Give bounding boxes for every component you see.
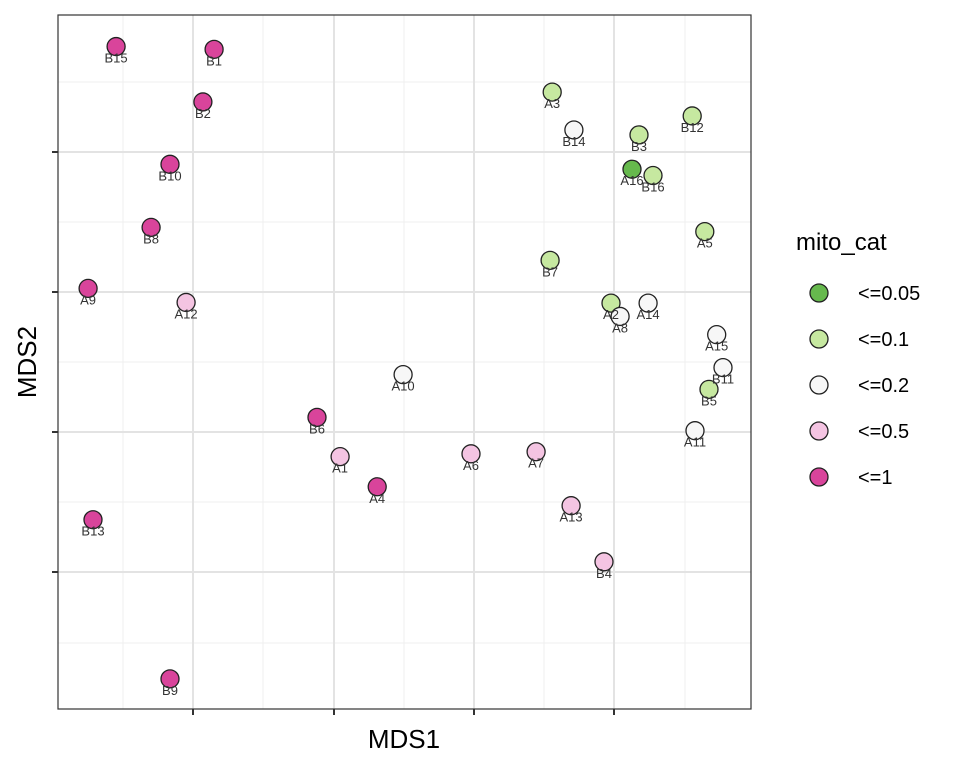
point-label-A13: A13 xyxy=(560,510,583,525)
data-point-A16 xyxy=(622,159,642,179)
grid-lines xyxy=(58,15,751,709)
point-label-A9: A9 xyxy=(80,292,96,307)
point-label-A1: A1 xyxy=(332,461,348,476)
data-point-B2 xyxy=(193,92,213,112)
data-point-B14 xyxy=(564,120,584,140)
point-label-B10: B10 xyxy=(158,168,181,183)
data-point-B13 xyxy=(83,510,103,530)
legend-key-4 xyxy=(809,467,829,487)
point-label-A7: A7 xyxy=(528,456,544,471)
data-point-B16 xyxy=(643,165,663,186)
legend: mito_cat <=0.05 <=0.1 <=0.2 <=0.5 <=1 xyxy=(796,229,920,489)
point-label-A2: A2 xyxy=(603,307,619,322)
data-point-B4 xyxy=(594,552,614,572)
panel-border xyxy=(57,14,752,710)
data-point-A6 xyxy=(461,444,481,464)
point-label-B15: B15 xyxy=(105,51,128,66)
data-point-A8 xyxy=(610,306,630,327)
point-label-B7: B7 xyxy=(542,264,558,279)
legend-title: mito_cat xyxy=(796,229,887,256)
point-label-B14: B14 xyxy=(562,134,585,149)
data-point-A14 xyxy=(638,293,658,313)
point-label-A16: A16 xyxy=(620,173,643,188)
point-label-B6: B6 xyxy=(309,421,325,436)
point-label-B8: B8 xyxy=(143,231,159,246)
point-label-B13: B13 xyxy=(81,524,104,539)
x-axis-title: MDS1 xyxy=(368,724,440,754)
point-label-A3: A3 xyxy=(544,96,560,111)
legend-label-0: <=0.05 xyxy=(858,283,920,305)
data-point-B12 xyxy=(682,106,702,126)
data-points xyxy=(78,36,733,689)
point-label-B1: B1 xyxy=(206,53,222,68)
point-labels: B15 B1 B2 B10 B8 A9 A12 A10 B6 A1 A4 A6 A7 A13 B4 B13 B9… xyxy=(80,51,734,698)
point-label-A4: A4 xyxy=(369,491,385,506)
point-label-A12: A12 xyxy=(175,306,198,321)
data-point-B9 xyxy=(160,669,180,689)
axes xyxy=(52,14,752,715)
data-point-A13 xyxy=(561,496,581,516)
point-label-B5: B5 xyxy=(701,393,717,408)
data-point-A5 xyxy=(695,221,715,242)
point-label-B4: B4 xyxy=(596,566,612,581)
data-point-B8 xyxy=(141,217,161,238)
point-label-A8: A8 xyxy=(612,320,628,335)
data-point-A3 xyxy=(542,82,562,102)
data-point-A12 xyxy=(176,292,196,313)
point-label-B9: B9 xyxy=(162,683,178,698)
legend-key-2 xyxy=(809,375,829,395)
point-label-A15: A15 xyxy=(705,339,728,354)
data-point-A10 xyxy=(393,364,413,385)
data-point-A7 xyxy=(526,442,546,462)
legend-key-1 xyxy=(809,329,829,349)
data-point-B15 xyxy=(106,36,126,57)
data-point-B7 xyxy=(540,250,560,271)
data-point-B5 xyxy=(699,379,719,399)
point-label-B12: B12 xyxy=(681,120,704,135)
data-point-B3 xyxy=(629,125,649,145)
point-label-B2: B2 xyxy=(195,106,211,121)
point-label-A6: A6 xyxy=(463,458,479,473)
data-point-B10 xyxy=(160,154,180,174)
data-point-B11 xyxy=(713,357,733,378)
point-label-B16: B16 xyxy=(641,180,664,195)
point-label-A11: A11 xyxy=(684,435,706,450)
data-point-A15 xyxy=(707,325,727,345)
point-label-B11: B11 xyxy=(712,372,734,387)
data-point-A11 xyxy=(685,421,705,441)
y-axis-title: MDS2 xyxy=(12,326,42,398)
data-point-B6 xyxy=(307,407,327,428)
legend-label-2: <=0.2 xyxy=(858,375,909,397)
legend-label-3: <=0.5 xyxy=(858,421,909,443)
point-label-B3: B3 xyxy=(631,139,647,154)
point-label-A5: A5 xyxy=(697,236,713,251)
point-label-A14: A14 xyxy=(637,307,660,322)
legend-label-4: <=1 xyxy=(858,467,892,489)
point-label-A10: A10 xyxy=(392,379,415,394)
legend-key-3 xyxy=(809,421,829,441)
data-point-A2 xyxy=(601,293,621,313)
legend-label-1: <=0.1 xyxy=(858,329,909,351)
data-point-A9 xyxy=(78,278,98,299)
data-point-B1 xyxy=(204,39,224,59)
data-point-A1 xyxy=(330,446,350,467)
data-point-A4 xyxy=(367,477,387,497)
legend-key-0 xyxy=(809,283,829,303)
